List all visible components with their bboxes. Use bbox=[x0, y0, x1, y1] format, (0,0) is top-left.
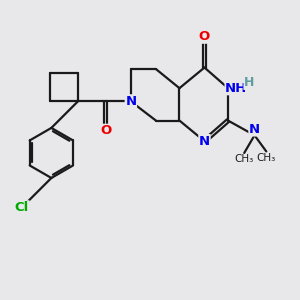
Text: N: N bbox=[125, 95, 136, 108]
Text: H: H bbox=[244, 76, 254, 89]
Text: Cl: Cl bbox=[15, 201, 29, 214]
Text: CH₃: CH₃ bbox=[235, 154, 254, 164]
Text: N: N bbox=[199, 135, 210, 148]
Text: O: O bbox=[199, 30, 210, 43]
Text: NH: NH bbox=[225, 82, 248, 95]
Text: CH₃: CH₃ bbox=[257, 153, 276, 163]
Text: N: N bbox=[249, 123, 260, 136]
Text: O: O bbox=[100, 124, 112, 137]
